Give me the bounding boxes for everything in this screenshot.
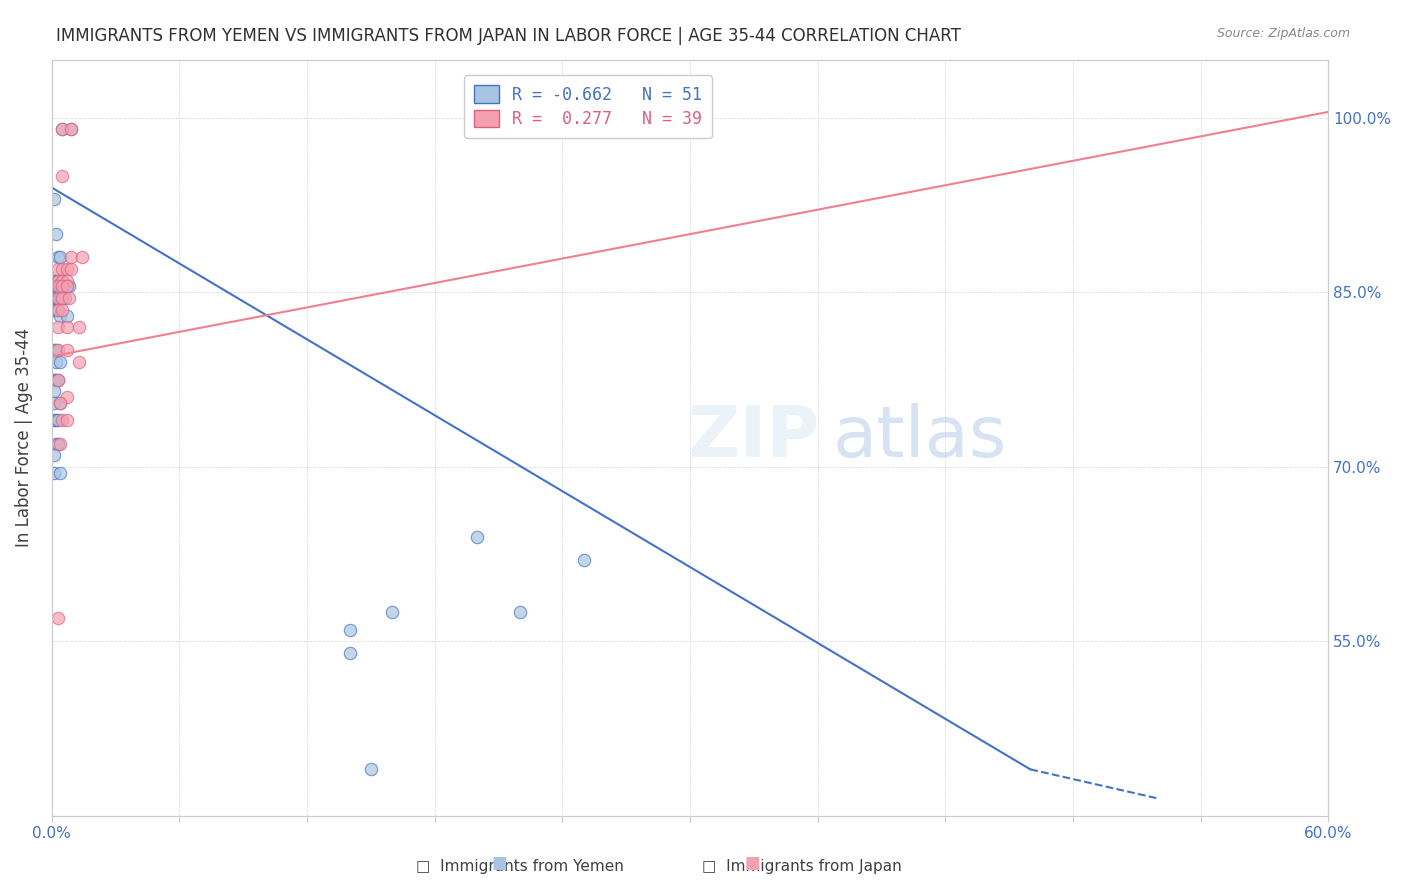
Point [381, 605, 404, 619]
Point [45, 413, 67, 427]
Y-axis label: In Labor Force | Age 35-44: In Labor Force | Age 35-44 [15, 328, 32, 548]
Point [49, 251, 72, 265]
Point [55, 262, 77, 277]
Text: Source: ZipAtlas.com: Source: ZipAtlas.com [1216, 27, 1350, 40]
Point [53, 291, 76, 305]
Point [58, 291, 80, 305]
Point [45, 302, 67, 317]
Point [51, 169, 73, 183]
Point [46, 279, 69, 293]
Text: ■: ■ [744, 855, 761, 872]
Point [55, 279, 77, 293]
Point [42, 291, 65, 305]
Point [55, 279, 77, 293]
Point [46, 279, 69, 293]
Point [339, 623, 361, 637]
Point [46, 436, 69, 450]
Point [67, 355, 90, 369]
Point [42, 384, 65, 399]
Point [58, 279, 80, 293]
Point [67, 320, 90, 334]
Point [42, 343, 65, 358]
Point [509, 605, 531, 619]
Point [59, 251, 82, 265]
Point [46, 274, 69, 288]
Point [46, 413, 69, 427]
Point [55, 320, 77, 334]
Point [45, 355, 67, 369]
Point [51, 274, 73, 288]
Point [51, 302, 73, 317]
Point [59, 122, 82, 136]
Point [42, 279, 65, 293]
Point [55, 274, 77, 288]
Point [46, 291, 69, 305]
Point [46, 373, 69, 387]
Point [51, 122, 73, 136]
Point [70, 251, 93, 265]
Point [49, 396, 72, 410]
Point [42, 413, 65, 427]
Point [51, 291, 73, 305]
Point [46, 291, 69, 305]
Text: □  Immigrants from Japan: □ Immigrants from Japan [702, 859, 901, 874]
Point [42, 373, 65, 387]
Text: ■: ■ [491, 855, 508, 872]
Point [51, 274, 73, 288]
Point [55, 343, 77, 358]
Point [42, 448, 65, 462]
Point [59, 122, 82, 136]
Point [42, 466, 65, 480]
Point [46, 251, 69, 265]
Text: atlas: atlas [832, 403, 1007, 472]
Point [45, 227, 67, 241]
Point [49, 466, 72, 480]
Point [51, 122, 73, 136]
Legend: R = -0.662   N = 51, R =  0.277   N = 39: R = -0.662 N = 51, R = 0.277 N = 39 [464, 76, 711, 138]
Text: □  Immigrants from Yemen: □ Immigrants from Yemen [416, 859, 624, 874]
Point [46, 320, 69, 334]
Point [465, 530, 488, 544]
Point [45, 279, 67, 293]
Point [51, 279, 73, 293]
Point [45, 291, 67, 305]
Point [55, 413, 77, 427]
Point [45, 274, 67, 288]
Point [46, 274, 69, 288]
Point [572, 553, 595, 567]
Text: IMMIGRANTS FROM YEMEN VS IMMIGRANTS FROM JAPAN IN LABOR FORCE | AGE 35-44 CORREL: IMMIGRANTS FROM YEMEN VS IMMIGRANTS FROM… [56, 27, 962, 45]
Point [45, 436, 67, 450]
Point [46, 302, 69, 317]
Point [49, 291, 72, 305]
Point [45, 343, 67, 358]
Point [59, 262, 82, 277]
Point [42, 396, 65, 410]
Point [42, 192, 65, 206]
Point [46, 611, 69, 625]
Point [49, 355, 72, 369]
Point [51, 413, 73, 427]
Text: ZIP: ZIP [688, 403, 820, 472]
Point [51, 262, 73, 277]
Point [46, 262, 69, 277]
Point [46, 302, 69, 317]
Point [360, 763, 382, 777]
Point [42, 302, 65, 317]
Point [51, 291, 73, 305]
Point [42, 274, 65, 288]
Point [49, 309, 72, 323]
Point [46, 373, 69, 387]
Point [45, 373, 67, 387]
Point [49, 396, 72, 410]
Point [46, 343, 69, 358]
Point [55, 390, 77, 404]
Point [51, 279, 73, 293]
Point [53, 279, 76, 293]
Point [49, 436, 72, 450]
Point [55, 309, 77, 323]
Point [339, 646, 361, 660]
Point [49, 279, 72, 293]
